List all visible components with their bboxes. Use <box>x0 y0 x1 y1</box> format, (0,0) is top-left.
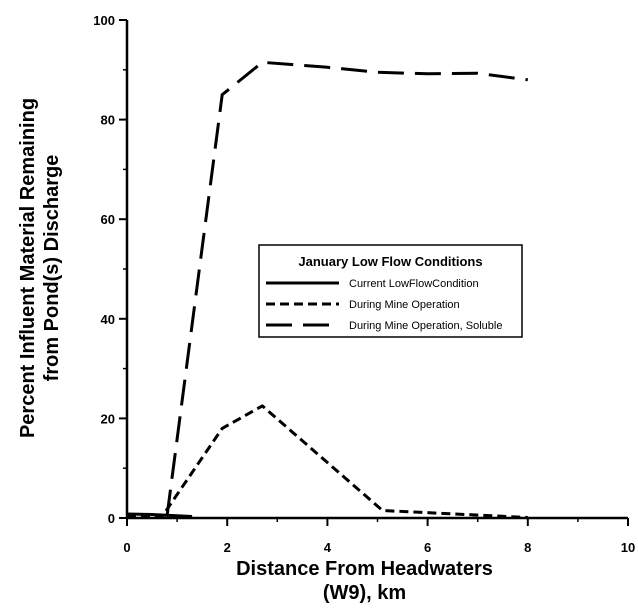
series-line-3 <box>165 60 528 516</box>
x-axis-title: (W9), km <box>323 582 406 604</box>
x-tick-label: 10 <box>621 540 635 555</box>
legend-label-3: During Mine Operation, Soluble <box>349 320 502 332</box>
legend-title: January Low Flow Conditions <box>298 254 482 269</box>
legend-label-1: Current LowFlowCondition <box>349 278 479 290</box>
plot-area: 0 20 40 60 80 100 0 2 4 6 8 10 Distance From Headwat… <box>17 13 635 604</box>
y-axis-title: from Pond(s) Discharge <box>41 155 63 382</box>
x-tick-label: 4 <box>324 540 332 555</box>
y-tick-label: 100 <box>93 13 115 28</box>
x-tick-label: 8 <box>524 540 531 555</box>
y-tick-label: 80 <box>101 113 115 128</box>
x-axis-title: Distance From Headwaters <box>236 558 493 580</box>
y-tick-label: 20 <box>101 411 115 426</box>
x-tick-label: 0 <box>123 540 130 555</box>
series-line-1 <box>126 512 193 518</box>
y-axis-title: Percent Influent Material Remaining <box>17 98 39 438</box>
y-tick-label: 0 <box>108 511 115 526</box>
y-tick-label: 40 <box>101 312 115 327</box>
y-tick-label: 60 <box>101 212 115 227</box>
legend-box <box>258 244 523 338</box>
series-line-2 <box>126 404 528 519</box>
x-tick-label: 6 <box>424 540 431 555</box>
legend-label-2: During Mine Operation <box>349 299 460 311</box>
x-tick-label: 2 <box>224 540 231 555</box>
